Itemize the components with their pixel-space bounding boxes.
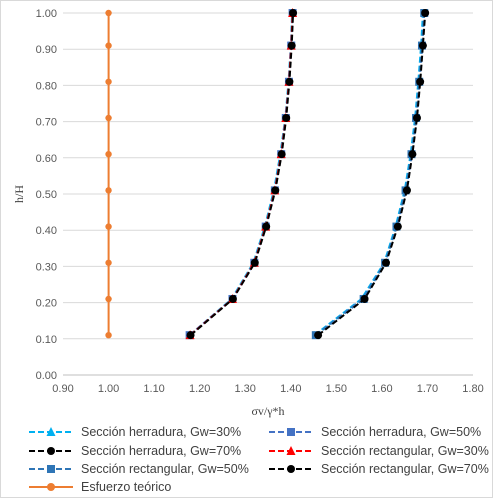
series-2-point — [271, 186, 280, 195]
series-5-point — [418, 41, 427, 50]
y-tick-label: 0.10 — [36, 334, 57, 346]
y-tick-label: 0.60 — [36, 153, 57, 165]
series-5-line — [317, 12, 427, 336]
series-6-point — [105, 259, 112, 266]
series-5-point — [412, 113, 421, 122]
series-6-point — [105, 150, 112, 158]
series-2-point — [277, 150, 286, 159]
x-tick-label: 1.30 — [235, 383, 256, 395]
series-2-point — [228, 294, 237, 303]
series-6-point — [105, 187, 112, 194]
legend-label: Sección rectangular, Gw=70% — [321, 462, 489, 476]
series-6-point — [105, 9, 112, 17]
legend-label: Sección herradura, Gw=50% — [321, 425, 481, 439]
series-2-point — [282, 113, 291, 122]
series-6-point — [105, 42, 112, 49]
y-axis-title: h/H — [12, 185, 26, 203]
series-6-point — [105, 331, 112, 339]
series-5-point — [416, 77, 425, 86]
x-tick-label: 1.80 — [462, 383, 483, 395]
series-5-point — [360, 294, 369, 303]
y-tick-label: 0.70 — [36, 117, 57, 129]
y-tick-label: 0.20 — [36, 298, 57, 310]
series-6-point — [105, 295, 112, 303]
y-tick-label: 0.90 — [36, 44, 57, 56]
x-tick-label: 1.00 — [98, 383, 119, 395]
legend-swatch-marker — [47, 483, 55, 491]
legend-label: Sección rectangular, Gw=50% — [81, 462, 249, 476]
legend-swatch-marker — [47, 447, 55, 455]
x-tick-label: 0.90 — [52, 383, 73, 395]
series-6-point — [105, 223, 112, 230]
series-2-line — [189, 12, 295, 336]
x-tick-label: 1.50 — [326, 383, 347, 395]
legend-label: Sección herradura, Gw=70% — [81, 444, 241, 458]
series-6-point — [105, 114, 112, 122]
series-4-line — [315, 12, 426, 336]
y-tick-label: 1.00 — [36, 8, 57, 20]
legend-swatch-marker — [287, 428, 295, 436]
y-tick-label: 0.00 — [36, 370, 57, 382]
legend-label: Sección rectangular, Gw=30% — [321, 444, 489, 458]
series-5-point — [314, 331, 323, 340]
legend-swatch-marker — [286, 446, 296, 455]
legend-label: Esfuerzo teórico — [81, 480, 171, 494]
series-2-point — [289, 9, 298, 17]
x-tick-label: 1.20 — [189, 383, 210, 395]
legend-swatch-marker — [46, 427, 56, 436]
series-5-point — [393, 222, 402, 231]
y-tick-label: 0.80 — [36, 80, 57, 92]
legend-swatch-marker — [47, 465, 55, 473]
series-5-point — [421, 9, 430, 17]
x-tick-label: 1.60 — [371, 383, 392, 395]
y-tick-label: 0.30 — [36, 261, 57, 273]
legend-label: Sección herradura, Gw=30% — [81, 425, 241, 439]
series-2-point — [287, 41, 296, 50]
x-axis-title: σv/γ*h — [251, 404, 284, 418]
y-tick-label: 0.40 — [36, 225, 57, 237]
series-6-point — [105, 78, 112, 85]
series-5-point — [408, 150, 417, 159]
y-tick-label: 0.50 — [36, 189, 57, 201]
series-2-point — [285, 77, 294, 86]
legend-swatch-marker — [287, 465, 295, 473]
series-5-point — [381, 258, 390, 267]
extra-series-0-line — [313, 12, 424, 336]
series-5-point — [402, 186, 411, 195]
series-2-point — [262, 222, 271, 231]
series-2-point — [186, 331, 195, 340]
x-tick-label: 1.40 — [280, 383, 301, 395]
series-2-point — [250, 258, 259, 267]
x-tick-label: 1.10 — [143, 383, 164, 395]
x-tick-label: 1.70 — [417, 383, 438, 395]
